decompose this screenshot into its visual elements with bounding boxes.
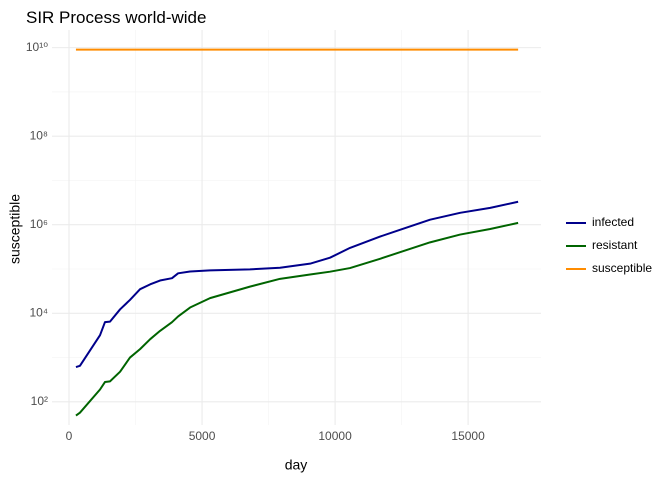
chart-title: SIR Process world-wide [26, 8, 206, 27]
x-axis-title: day [285, 457, 308, 473]
y-tick-label: 10⁴ [29, 305, 48, 319]
legend-label: infected [592, 215, 634, 229]
y-tick-label: 10⁸ [30, 128, 48, 142]
x-tick-label: 0 [66, 429, 73, 443]
y-tick-label: 10¹⁰ [26, 40, 48, 54]
series-line [75, 221, 519, 417]
x-tick-label: 5000 [189, 429, 216, 443]
legend-label: resistant [592, 238, 638, 252]
lines [75, 48, 519, 417]
legend-label: susceptible [592, 261, 652, 275]
grid [52, 30, 541, 425]
y-tick-label: 10² [31, 394, 48, 408]
y-tick-label: 10⁶ [30, 217, 48, 231]
y-axis-title: susceptible [7, 194, 23, 264]
x-tick-label: 15000 [451, 429, 485, 443]
x-tick-label: 10000 [318, 429, 352, 443]
series-line [75, 200, 519, 369]
